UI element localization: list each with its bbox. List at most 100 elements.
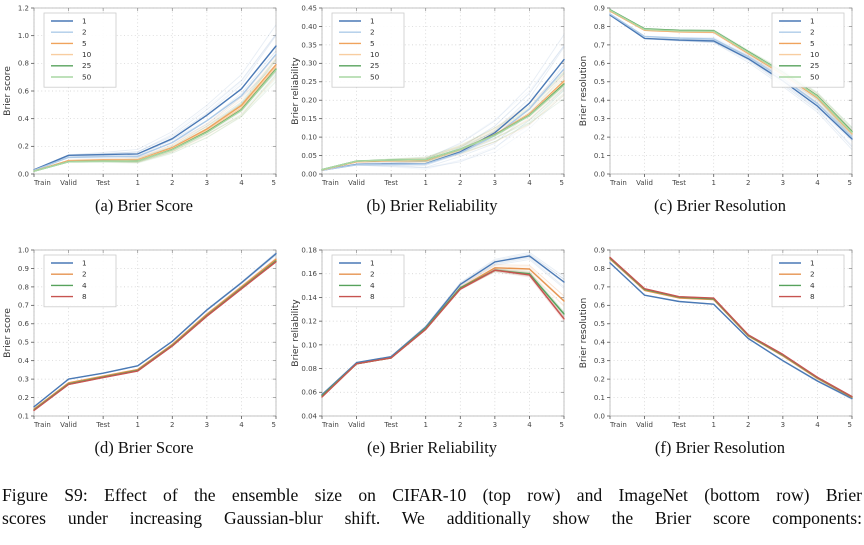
svg-text:0.3: 0.3 — [594, 357, 605, 365]
svg-text:Valid: Valid — [60, 179, 77, 187]
chart-f-plot: 0.0 0.1 0.2 0.3 0.4 0.5 0.6 0.7 0.8 0.9 Train Valid… — [578, 246, 853, 429]
svg-text:1.0: 1.0 — [18, 246, 29, 254]
svg-text:1: 1 — [711, 179, 715, 187]
svg-text:1: 1 — [711, 421, 715, 429]
svg-text:3: 3 — [205, 421, 209, 429]
svg-text:5: 5 — [560, 421, 564, 429]
svg-text:0.04: 0.04 — [301, 412, 317, 420]
svg-text:0.2: 0.2 — [594, 376, 605, 384]
svg-text:0.2: 0.2 — [18, 143, 29, 151]
svg-text:0.40: 0.40 — [301, 23, 317, 31]
svg-text:2: 2 — [746, 421, 750, 429]
svg-text:1: 1 — [423, 421, 427, 429]
chart-c-caption: (c) Brier Resolution — [654, 196, 786, 215]
svg-text:4: 4 — [815, 179, 820, 187]
svg-text:0.30: 0.30 — [301, 60, 317, 68]
svg-text:0.4: 0.4 — [594, 339, 606, 347]
svg-text:2: 2 — [370, 270, 375, 279]
svg-text:8: 8 — [370, 292, 375, 301]
svg-text:1.0: 1.0 — [18, 32, 29, 40]
chart-panel-d: 0.1 0.2 0.3 0.4 0.5 0.6 0.7 0.8 0.9 1.0 Train Valid… — [0, 242, 288, 458]
legend-e: 1 2 4 8 — [331, 254, 405, 308]
figure-row-imagenet: 0.1 0.2 0.3 0.4 0.5 0.6 0.7 0.8 0.9 1.0 Train Valid… — [0, 242, 864, 458]
svg-text:Train: Train — [33, 421, 51, 429]
svg-text:25: 25 — [82, 61, 91, 70]
svg-text:0.8: 0.8 — [18, 283, 29, 291]
svg-text:50: 50 — [370, 72, 380, 81]
svg-text:0.2: 0.2 — [594, 134, 605, 142]
svg-text:2: 2 — [746, 179, 750, 187]
chart-e-caption: (e) Brier Reliability — [366, 438, 498, 457]
svg-text:0.7: 0.7 — [594, 283, 605, 291]
svg-text:0.8: 0.8 — [594, 23, 605, 31]
chart-d-caption: (d) Brier Score — [94, 438, 194, 457]
chart-a-plot: 0.0 0.2 0.4 0.6 0.8 1.0 1.2 Train Valid Test 1 2 3 4 5… — [2, 4, 277, 187]
svg-text:0.16: 0.16 — [301, 270, 317, 278]
svg-text:0.8: 0.8 — [594, 265, 605, 273]
svg-text:0.6: 0.6 — [594, 302, 606, 310]
svg-text:Valid: Valid — [348, 421, 365, 429]
svg-text:0.05: 0.05 — [301, 152, 317, 160]
svg-text:4: 4 — [527, 179, 532, 187]
chart-e-plot: 0.04 0.06 0.08 0.10 0.12 0.14 0.16 0.18 Train Val… — [290, 246, 565, 429]
svg-text:4: 4 — [239, 421, 244, 429]
svg-text:4: 4 — [810, 281, 815, 290]
svg-text:10: 10 — [82, 50, 92, 59]
svg-text:Brier resolution: Brier resolution — [578, 298, 589, 369]
svg-text:Train: Train — [321, 179, 339, 187]
svg-text:5: 5 — [272, 179, 276, 187]
svg-text:Train: Train — [609, 179, 627, 187]
chart-b-plot: 0.00 0.05 0.10 0.15 0.20 0.25 0.30 0.35 0.40 0.45… — [290, 4, 565, 187]
svg-text:5: 5 — [848, 421, 852, 429]
svg-text:0.20: 0.20 — [301, 97, 317, 105]
svg-text:25: 25 — [810, 61, 819, 70]
svg-text:0.5: 0.5 — [594, 320, 605, 328]
svg-text:0.25: 0.25 — [301, 78, 317, 86]
svg-text:0.2: 0.2 — [18, 394, 29, 402]
figure-caption-line-1: Figure S9: Effect of the ensemble size o… — [2, 485, 862, 505]
chart-a-caption: (a) Brier Score — [94, 196, 194, 215]
svg-text:0.7: 0.7 — [594, 41, 605, 49]
svg-text:Test: Test — [383, 421, 398, 429]
svg-text:Train: Train — [321, 421, 339, 429]
chart-b-caption: (b) Brier Reliability — [366, 196, 498, 215]
svg-text:0.0: 0.0 — [594, 412, 605, 420]
svg-text:5: 5 — [810, 39, 815, 48]
svg-text:Brier reliability: Brier reliability — [290, 57, 301, 125]
svg-text:4: 4 — [82, 281, 87, 290]
chart-d-plot: 0.1 0.2 0.3 0.4 0.5 0.6 0.7 0.8 0.9 1.0 Train Valid… — [2, 246, 277, 429]
svg-text:1: 1 — [423, 179, 427, 187]
svg-text:0.9: 0.9 — [18, 265, 29, 273]
svg-text:4: 4 — [370, 281, 375, 290]
svg-text:5: 5 — [560, 179, 564, 187]
svg-text:0.3: 0.3 — [594, 115, 605, 123]
figure-caption: Figure S9: Effect of the ensemble size o… — [0, 484, 864, 530]
svg-text:0.5: 0.5 — [18, 339, 29, 347]
svg-text:Test: Test — [671, 421, 686, 429]
svg-text:2: 2 — [458, 179, 462, 187]
svg-text:2: 2 — [458, 421, 462, 429]
chart-c-plot: 0.0 0.1 0.2 0.3 0.4 0.5 0.6 0.7 0.8 0.9 Train Valid… — [578, 4, 853, 187]
svg-text:0.6: 0.6 — [594, 60, 606, 68]
svg-text:1: 1 — [82, 258, 87, 267]
svg-text:Test: Test — [95, 421, 110, 429]
svg-text:Valid: Valid — [348, 179, 365, 187]
svg-text:0.10: 0.10 — [301, 341, 317, 349]
svg-text:2: 2 — [82, 270, 87, 279]
svg-text:1: 1 — [135, 421, 139, 429]
svg-text:2: 2 — [82, 28, 87, 37]
svg-text:4: 4 — [239, 179, 244, 187]
svg-text:0.5: 0.5 — [594, 78, 605, 86]
svg-text:3: 3 — [493, 179, 497, 187]
legend-f: 1 2 4 8 — [771, 254, 845, 308]
svg-text:Brier resolution: Brier resolution — [578, 56, 589, 127]
svg-text:0.1: 0.1 — [18, 412, 29, 420]
svg-text:0.3: 0.3 — [18, 376, 29, 384]
svg-text:0.00: 0.00 — [301, 170, 317, 178]
svg-text:Valid: Valid — [636, 179, 653, 187]
svg-text:Brier reliability: Brier reliability — [290, 299, 301, 367]
